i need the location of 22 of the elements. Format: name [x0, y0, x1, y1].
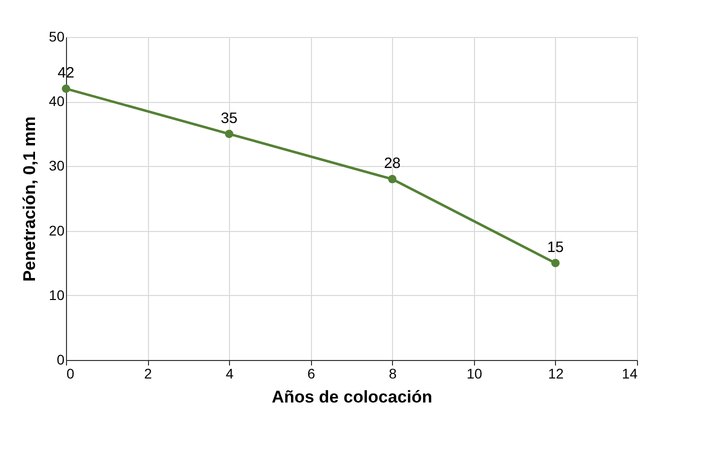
data-label: 28 [384, 155, 401, 172]
y-tick-label: 30 [48, 158, 65, 174]
x-tick-label: 4 [226, 366, 234, 382]
x-tick-label: 14 [622, 366, 638, 382]
point [388, 174, 396, 184]
y-tick-label: 50 [48, 28, 65, 44]
point [224, 130, 234, 138]
x-tick-label: 2 [144, 366, 152, 382]
y-tick-label: 20 [48, 222, 65, 238]
x-tick-label: 10 [466, 366, 482, 382]
data-label: 35 [220, 110, 238, 127]
point [62, 84, 70, 93]
data-label: 15 [547, 239, 564, 256]
y-tick-label: 40 [48, 93, 65, 110]
y-tick-label: 0 [56, 352, 65, 368]
x-tick-label: 12 [548, 366, 564, 382]
x-tick-label: 6 [307, 366, 316, 382]
point [551, 258, 560, 268]
y-axis-title: Penetración, 0,1 mm [20, 116, 39, 282]
x-tick-label: 8 [388, 366, 397, 382]
x-axis-title: Años de colocación [272, 388, 432, 406]
y-tick-label: 10 [48, 286, 65, 303]
